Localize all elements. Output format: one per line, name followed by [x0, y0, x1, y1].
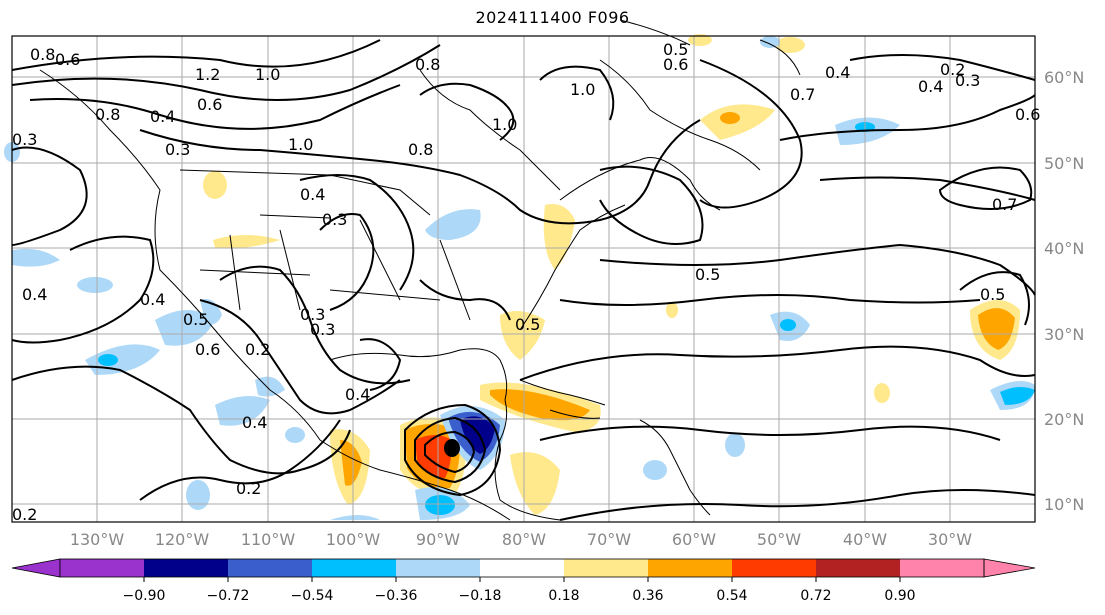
- contour-label: 0.4: [825, 63, 850, 82]
- contour-label: 0.4: [918, 77, 943, 96]
- contour-label: 0.6: [55, 50, 80, 69]
- contour-label: 0.3: [12, 130, 37, 149]
- contour-label: 0.3: [165, 140, 190, 159]
- lon-label: 80°W: [502, 530, 546, 549]
- contour-label: 0.2: [245, 340, 270, 359]
- colorbar-tick-label: 0.18: [548, 588, 579, 604]
- lon-label: 110°W: [241, 530, 296, 549]
- contour-label: 0.5: [515, 315, 540, 334]
- colorbar-tick-label: −0.90: [123, 588, 166, 604]
- colorbar-tick-label: −0.54: [291, 588, 334, 604]
- contour-label: 1.0: [492, 115, 517, 134]
- colorbar-tick-label: 0.54: [716, 588, 747, 604]
- lon-label: 30°W: [928, 530, 972, 549]
- lon-label: 90°W: [416, 530, 460, 549]
- contour-label: 0.3: [300, 305, 325, 324]
- contour-lines: [11, 39, 1036, 521]
- contour-label: 0.5: [663, 40, 688, 59]
- map-title: 2024111400 F096: [475, 8, 630, 27]
- contour-label: 0.4: [140, 290, 165, 309]
- contour-label: 0.7: [992, 195, 1017, 214]
- contour-label: 0.4: [300, 185, 325, 204]
- lon-label: 50°W: [757, 530, 801, 549]
- colorbar-segment: [900, 559, 984, 577]
- contour-label: 0.8: [30, 45, 55, 64]
- contour-label: 0.4: [242, 413, 267, 432]
- latitude-labels: 60°N 50°N 40°N 30°N 20°N 10°N: [1044, 68, 1084, 514]
- colorbar-segment: [228, 559, 312, 577]
- lat-label: 30°N: [1044, 325, 1084, 344]
- contour-label: 1.0: [570, 80, 595, 99]
- colorbar-tick-label: −0.72: [207, 588, 250, 604]
- colorbar-segment: [648, 559, 732, 577]
- lon-label: 60°W: [672, 530, 716, 549]
- map-panel: 0.8 0.6 1.2 0.6 0.4 0.3 1.0 0.8 1.0 0.5 …: [4, 19, 1040, 524]
- map-frame: [11, 35, 1036, 523]
- contour-label: 0.4: [22, 285, 47, 304]
- colorbar-extend-min: [11, 558, 61, 578]
- contour-label: 0.5: [980, 285, 1005, 304]
- graticule: [12, 36, 1035, 522]
- lon-label: 130°W: [70, 530, 125, 549]
- contour-label: 0.2: [236, 479, 261, 498]
- colorbar-tick-label: 0.36: [632, 588, 663, 604]
- colorbar-segment: [396, 559, 480, 577]
- colorbar-segment: [480, 559, 564, 577]
- colorbar-tick-label: −0.18: [459, 588, 502, 604]
- contour-label: 1.0: [255, 65, 280, 84]
- contour-labels: 0.8 0.6 1.2 0.6 0.4 0.3 1.0 0.8 1.0 0.5 …: [12, 40, 1040, 524]
- colorbar-segment: [816, 559, 900, 577]
- contour-label: 0.8: [95, 105, 120, 124]
- contour-label: 0.3: [955, 71, 980, 90]
- lat-label: 50°N: [1044, 154, 1084, 173]
- contour-label: 0.7: [790, 85, 815, 104]
- contour-label: 0.6: [1015, 105, 1040, 124]
- lon-label: 120°W: [155, 530, 210, 549]
- contour-label: 1.2: [195, 65, 220, 84]
- colorbar-segment: [60, 559, 144, 577]
- contour-label: 0.5: [695, 265, 720, 284]
- lat-label: 20°N: [1044, 410, 1084, 429]
- colorbar-segment: [564, 559, 648, 577]
- contour-label: 0.5: [183, 310, 208, 329]
- coastlines: [39, 19, 801, 521]
- contour-label: 0.4: [150, 107, 175, 126]
- contour-label: 1.0: [288, 135, 313, 154]
- colorbar-frame: [59, 558, 985, 578]
- longitude-labels: 130°W 120°W 110°W 100°W 90°W 80°W 70°W 6…: [70, 530, 972, 549]
- colorbar: −0.90 −0.72 −0.54 −0.36 −0.18 0.18 0.36 …: [11, 558, 1036, 604]
- colorbar-segment: [732, 559, 816, 577]
- contour-label: 0.2: [12, 505, 37, 524]
- contour-label: 0.3: [322, 210, 347, 229]
- lon-label: 100°W: [326, 530, 381, 549]
- lat-label: 10°N: [1044, 495, 1084, 514]
- lon-label: 70°W: [587, 530, 631, 549]
- contour-label: 0.8: [415, 55, 440, 74]
- lat-label: 60°N: [1044, 68, 1084, 87]
- lon-label: 40°W: [843, 530, 887, 549]
- contour-label: 0.6: [663, 55, 688, 74]
- contour-label: 0.2: [940, 60, 965, 79]
- positive-shading: [203, 34, 1020, 515]
- colorbar-segment: [144, 559, 228, 577]
- contour-label: 0.6: [197, 95, 222, 114]
- contour-label: 0.3: [310, 320, 335, 339]
- colorbar-extend-max: [983, 558, 1036, 578]
- storm-center-marker: [444, 439, 460, 457]
- colorbar-segment: [312, 559, 396, 577]
- contour-label: 0.8: [408, 140, 433, 159]
- contour-label: 0.4: [345, 385, 370, 404]
- colorbar-tick-label: −0.36: [375, 588, 418, 604]
- colorbar-tick-label: 0.90: [884, 588, 915, 604]
- contour-label: 0.6: [195, 340, 220, 359]
- colorbar-tick-label: 0.72: [800, 588, 831, 604]
- lat-label: 40°N: [1044, 239, 1084, 258]
